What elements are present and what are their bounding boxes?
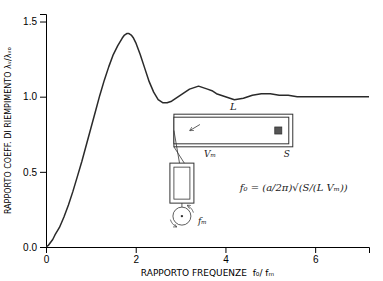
- chart: 0 2 4 6 0.0 0.5 1.0 1.5 L Vₘ Sfₘ f₀ = (a/2π)√(S/(L …: [0, 0, 383, 281]
- y-tick: 0.5: [23, 167, 46, 178]
- x-tick-label: 6: [313, 254, 319, 265]
- series: [46, 34, 369, 247]
- x-axis-line: [47, 248, 370, 254]
- connector: [174, 131, 180, 164]
- annotation: S: [284, 149, 290, 159]
- y-axis-line: [40, 15, 47, 248]
- crank-centre: [181, 215, 183, 217]
- y-axis: 0.0 0.5 1.0 1.5: [23, 15, 46, 253]
- annotation: Vₘ: [204, 149, 216, 159]
- plot-area: 0 2 4 6 0.0 0.5 1.0 1.5 L Vₘ Sfₘ f₀ = (a/2π)√(S/(L …: [23, 15, 369, 266]
- x-tick-mark: [136, 247, 137, 253]
- annotation: f₀ = (a/2π)√(S/(L Vₘ)): [239, 182, 348, 193]
- x-tick: 6: [313, 247, 319, 265]
- x-tick-label: 0: [44, 254, 50, 265]
- connector: [174, 147, 184, 163]
- x-tick: 2: [133, 247, 139, 265]
- y-tick-label: 1.0: [23, 91, 37, 102]
- curve: [46, 34, 369, 247]
- crankshaft: [173, 207, 191, 225]
- x-tick-mark: [225, 247, 226, 253]
- inset-diagram: [170, 114, 293, 227]
- annotation: fₘ: [197, 216, 207, 226]
- cylinder: [174, 167, 190, 199]
- annotation: L: [229, 101, 237, 112]
- y-tick-mark: [40, 172, 46, 173]
- x-tick: 0: [44, 247, 50, 265]
- rotation-arrow: [170, 220, 176, 227]
- engine-block: [170, 163, 194, 203]
- x-tick: 4: [223, 247, 229, 265]
- y-tick: 1.0: [23, 91, 46, 102]
- y-tick-label: 0.5: [23, 167, 37, 178]
- x-axis-title: RAPPORTO FREQUENZE f₀/ fₘ: [141, 268, 275, 278]
- valve: [275, 127, 282, 134]
- y-tick-mark: [40, 97, 46, 98]
- x-axis: 0 2 4 6: [44, 247, 370, 265]
- x-tick-label: 4: [223, 254, 229, 265]
- pipe-inner: [174, 117, 289, 144]
- annotations: L Vₘ Sfₘ f₀ = (a/2π)√(S/(L Vₘ)): [197, 101, 348, 226]
- x-tick-label: 2: [133, 254, 139, 265]
- pipe-outer: [174, 114, 293, 147]
- x-tick-mark: [315, 247, 316, 253]
- intake-arrow: [190, 125, 200, 131]
- crank-rod: [181, 203, 182, 207]
- y-tick-label: 1.5: [23, 16, 37, 27]
- rotation-arrow: [187, 205, 193, 212]
- y-tick-mark: [40, 247, 46, 248]
- y-tick: 1.5: [23, 16, 46, 27]
- y-tick: 0.0: [23, 242, 46, 253]
- y-tick-label: 0.0: [23, 242, 37, 253]
- y-axis-title: RAPPORTO COEFF. DI RIEMPIMENTO λᵥ/λᵥₒ: [4, 47, 13, 214]
- y-tick-mark: [40, 22, 46, 23]
